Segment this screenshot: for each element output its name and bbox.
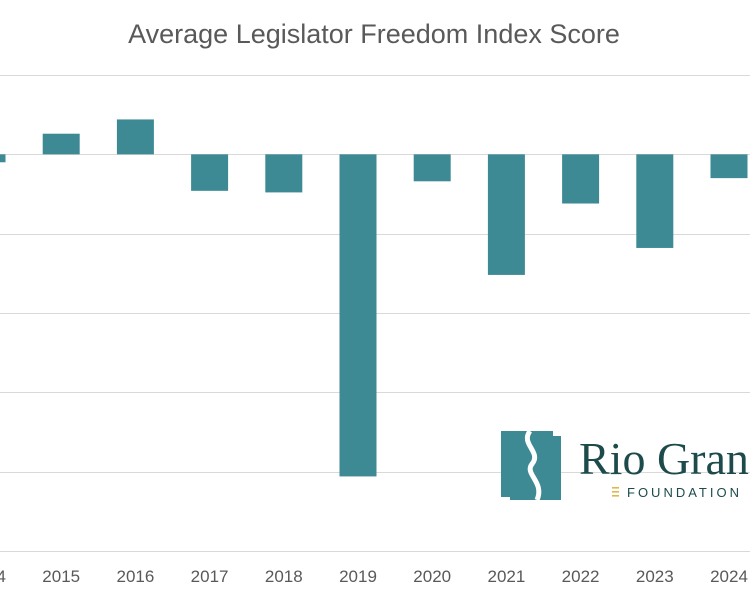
bar-2017 bbox=[191, 154, 229, 191]
bar-2015 bbox=[42, 133, 80, 155]
bar-2018 bbox=[265, 154, 303, 193]
x-tick-2015: 2015 bbox=[42, 567, 80, 586]
x-tick-2018: 2018 bbox=[265, 567, 303, 586]
x-tick-2017: 2017 bbox=[191, 567, 229, 586]
x-axis-ticks: 2014 2015 2016 2017 2018 2019 2020 2021 2022 2023… bbox=[0, 567, 748, 586]
logo-name: Rio Grande bbox=[579, 433, 750, 484]
lines-icon bbox=[612, 487, 619, 497]
x-tick-2020: 2020 bbox=[413, 567, 451, 586]
bar-2016 bbox=[116, 119, 154, 155]
bar-2021 bbox=[487, 154, 525, 275]
new-mexico-river-icon bbox=[501, 429, 561, 502]
bar-2024 bbox=[710, 154, 748, 179]
bar-2020 bbox=[413, 154, 451, 182]
bar-2022 bbox=[562, 154, 600, 204]
x-tick-2019: 2019 bbox=[339, 567, 377, 586]
logo-subtitle: FOUNDATION bbox=[627, 485, 742, 500]
x-tick-2014: 2014 bbox=[0, 567, 6, 586]
bar-2019 bbox=[339, 154, 377, 477]
x-tick-2024: 2024 bbox=[710, 567, 748, 586]
chart-title: Average Legislator Freedom Index Score bbox=[128, 19, 620, 49]
rio-grande-foundation-logo: Rio Grande FOUNDATION bbox=[501, 429, 750, 502]
bar-2023 bbox=[636, 154, 674, 248]
bar-2014 bbox=[0, 154, 6, 163]
x-tick-2021: 2021 bbox=[487, 567, 525, 586]
x-tick-2022: 2022 bbox=[562, 567, 600, 586]
x-tick-2016: 2016 bbox=[116, 567, 154, 586]
bars bbox=[0, 119, 748, 477]
x-tick-2023: 2023 bbox=[636, 567, 674, 586]
